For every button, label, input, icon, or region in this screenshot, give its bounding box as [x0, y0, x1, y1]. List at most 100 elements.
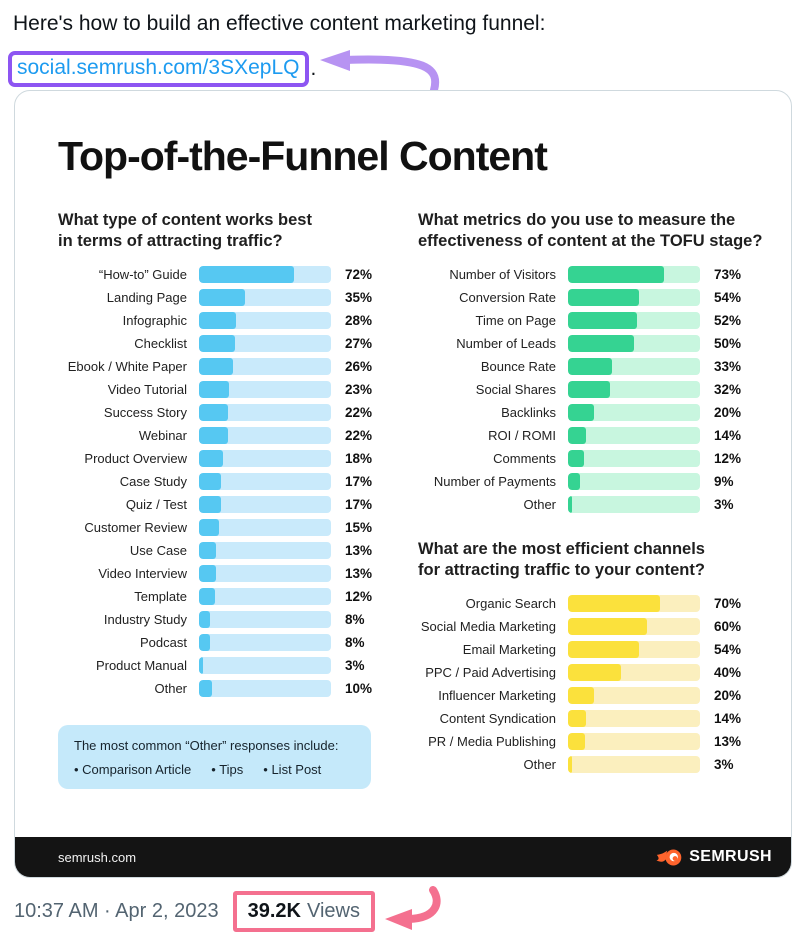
chart-row: Number of Visitors 73%	[418, 266, 764, 283]
period-text: .	[310, 57, 317, 80]
bar-label: PPC / Paid Advertising	[425, 665, 556, 680]
bar-value: 72%	[345, 267, 373, 282]
bar-value: 14%	[714, 711, 742, 726]
bar-track	[199, 450, 331, 467]
chart-row: Webinar 22%	[58, 427, 404, 444]
bar-fill	[199, 680, 213, 697]
bar-label: Case Study	[119, 474, 187, 489]
chart-row: Content Syndication 14%	[418, 710, 764, 727]
chart-row: Other 3%	[418, 756, 764, 773]
bar-label: Product Manual	[95, 658, 187, 673]
bar-label: Conversion Rate	[459, 290, 556, 305]
bar-track	[568, 404, 700, 421]
bar-label: Checklist	[134, 336, 187, 351]
bar-track	[199, 565, 331, 582]
bar-value: 40%	[714, 665, 742, 680]
bar-label: Bounce Rate	[480, 359, 556, 374]
bar-label: Video Tutorial	[107, 382, 187, 397]
bar-value: 73%	[714, 267, 742, 282]
bar-label: Number of Payments	[433, 474, 556, 489]
infographic-footer: semrush.com SEMRUSH	[15, 837, 791, 877]
bar-value: 54%	[714, 642, 742, 657]
tweet-meta-row: 10:37 AM · Apr 2, 2023 39.2K Views	[14, 886, 445, 932]
bar-value: 8%	[345, 635, 365, 650]
views-count: 39.2K	[247, 899, 301, 922]
bar-label: Industry Study	[103, 612, 187, 627]
bar-fill	[568, 687, 595, 704]
bar-fill	[568, 358, 612, 375]
bar-label: Number of Visitors	[449, 267, 556, 282]
bar-label: Product Overview	[84, 451, 187, 466]
bar-value: 12%	[345, 589, 373, 604]
chart-row: Case Study 17%	[58, 473, 404, 490]
chart-row: Quiz / Test 17%	[58, 496, 404, 513]
bar-fill	[199, 634, 210, 651]
footer-site-url: semrush.com	[58, 849, 137, 865]
bar-label: Webinar	[138, 428, 187, 443]
chart-question-channels: What are the most efficient channels for…	[418, 540, 705, 579]
bar-value: 17%	[345, 497, 373, 512]
tweet-text: Here's how to build an effective content…	[13, 12, 546, 35]
note-heading: The most common “Other” responses includ…	[74, 738, 339, 753]
left-column: What type of content works best in terms…	[58, 210, 404, 789]
bar-fill	[568, 496, 572, 513]
bar-fill	[199, 358, 234, 375]
chart-row: PPC / Paid Advertising 40%	[418, 664, 764, 681]
bar-fill	[568, 641, 640, 658]
bar-track	[199, 289, 331, 306]
bar-track	[568, 473, 700, 490]
bar-fill	[199, 611, 210, 628]
bar-fill	[568, 595, 661, 612]
bar-label: Success Story	[103, 405, 187, 420]
bar-label: Customer Review	[84, 520, 187, 535]
chart-row: Bounce Rate 33%	[418, 358, 764, 375]
bar-fill	[199, 450, 223, 467]
bar-value: 12%	[714, 451, 742, 466]
bar-label: Quiz / Test	[125, 497, 187, 512]
bar-fill	[568, 427, 587, 444]
note-items: • Comparison Article • Tips • List Post	[74, 762, 355, 777]
chart-row: Organic Search 70%	[418, 595, 764, 612]
tweet-link[interactable]: social.semrush.com/3SXepLQ	[17, 56, 300, 79]
note-item: • List Post	[263, 762, 322, 777]
bar-fill	[199, 542, 217, 559]
bar-track	[199, 611, 331, 628]
bar-label: Other	[154, 681, 187, 696]
chart-columns: What type of content works best in terms…	[15, 210, 791, 789]
bar-track	[199, 542, 331, 559]
bar-fill	[568, 710, 587, 727]
bar-value: 13%	[345, 543, 373, 558]
bar-fill	[568, 618, 648, 635]
channels-chart: Organic Search 70% Social Media Marketing 6…	[418, 595, 764, 773]
note-item: • Tips	[211, 762, 244, 777]
tweet-timestamp: 10:37 AM · Apr 2, 2023	[14, 899, 219, 922]
bar-value: 33%	[714, 359, 742, 374]
bar-track	[199, 266, 331, 283]
bar-track	[199, 473, 331, 490]
bar-label: Template	[134, 589, 187, 604]
bar-value: 20%	[714, 688, 742, 703]
bar-label: Email Marketing	[462, 642, 556, 657]
views-label[interactable]: Views	[306, 899, 360, 922]
bar-fill	[568, 404, 595, 421]
chart-row: Social Shares 32%	[418, 381, 764, 398]
bar-label: Backlinks	[501, 405, 556, 420]
purple-annotation-box: social.semrush.com/3SXepLQ	[8, 51, 310, 87]
bar-fill	[199, 335, 235, 352]
bar-fill	[199, 381, 230, 398]
chart-question-metrics: What metrics do you use to measure the e…	[418, 211, 763, 250]
bar-label: Ebook / White Paper	[67, 359, 187, 374]
bar-track	[568, 358, 700, 375]
bar-label: Video Interview	[98, 566, 187, 581]
bar-value: 15%	[345, 520, 373, 535]
bar-track	[568, 710, 700, 727]
bar-fill	[568, 266, 665, 283]
bar-track	[199, 404, 331, 421]
bar-fill	[199, 473, 222, 490]
bar-track	[199, 496, 331, 513]
bar-value: 35%	[345, 290, 373, 305]
pink-arrow-icon	[384, 886, 441, 930]
bar-value: 50%	[714, 336, 742, 351]
chart-row: Comments 12%	[418, 450, 764, 467]
bar-track	[568, 427, 700, 444]
